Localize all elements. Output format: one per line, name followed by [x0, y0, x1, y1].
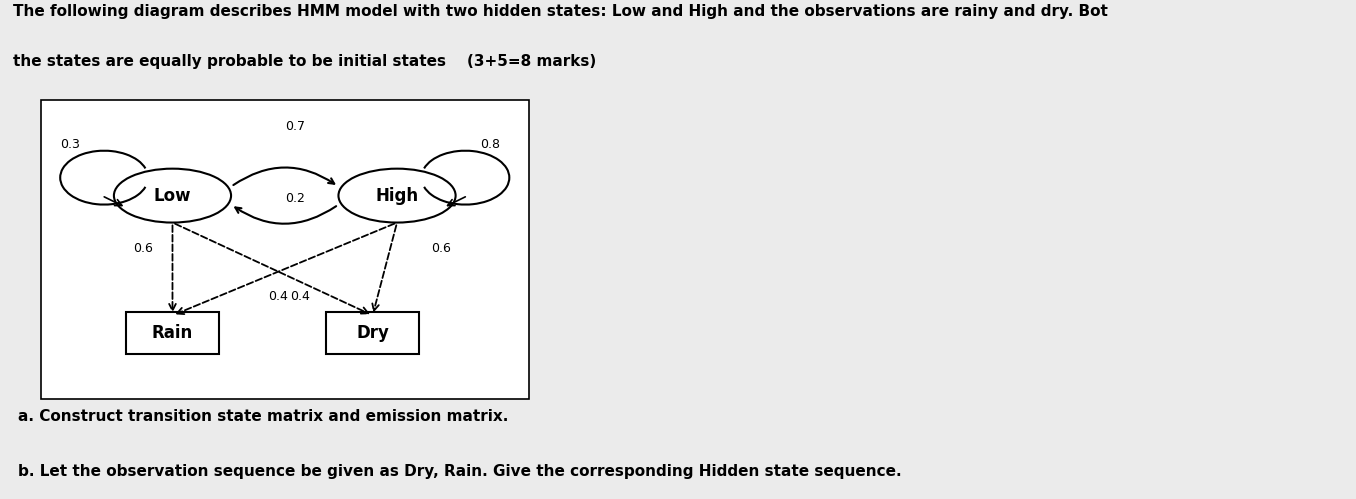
- Text: 0.6: 0.6: [133, 243, 153, 255]
- Text: High: High: [376, 187, 419, 205]
- Text: 0.4: 0.4: [290, 290, 309, 303]
- Text: b. Let the observation sequence be given as Dry, Rain. Give the corresponding Hi: b. Let the observation sequence be given…: [18, 464, 902, 479]
- Text: the states are equally probable to be initial states    (3+5=8 marks): the states are equally probable to be in…: [14, 54, 597, 69]
- Text: 0.2: 0.2: [285, 192, 305, 205]
- Text: Dry: Dry: [357, 324, 389, 342]
- Text: The following diagram describes HMM model with two hidden states: Low and High a: The following diagram describes HMM mode…: [14, 4, 1108, 19]
- Text: Low: Low: [153, 187, 191, 205]
- Text: 0.6: 0.6: [431, 243, 452, 255]
- Text: 0.4: 0.4: [267, 290, 287, 303]
- Text: 0.3: 0.3: [60, 138, 80, 151]
- Text: a. Construct transition state matrix and emission matrix.: a. Construct transition state matrix and…: [18, 409, 508, 424]
- Text: 0.7: 0.7: [285, 120, 305, 133]
- Text: Rain: Rain: [152, 324, 193, 342]
- Text: 0.8: 0.8: [480, 138, 500, 151]
